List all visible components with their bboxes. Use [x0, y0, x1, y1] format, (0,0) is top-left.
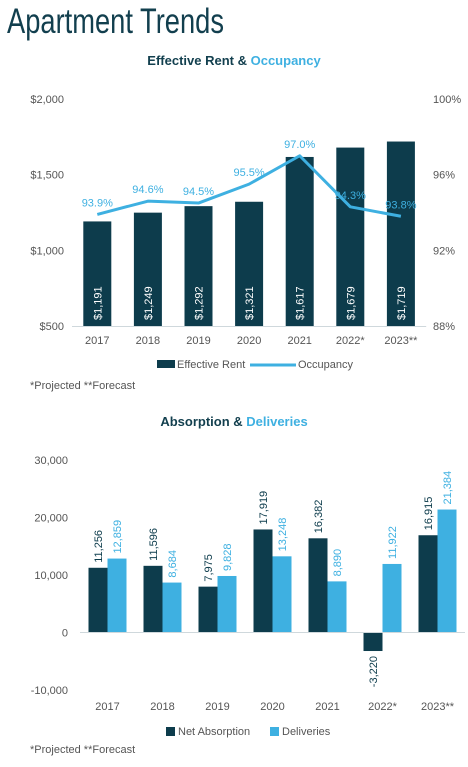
deliveries-label: 8,684	[167, 550, 179, 578]
y-tick-label: -10,000	[31, 685, 68, 697]
deliveries-label: 13,248	[277, 518, 289, 552]
rent-bar-label: $1,249	[143, 286, 155, 320]
y-left-tick-label: $1,500	[30, 170, 64, 182]
y-tick-label: 20,000	[34, 513, 68, 525]
x-tick-label: 2018	[136, 335, 160, 347]
deliveries-bar	[327, 581, 347, 633]
rent-bar	[285, 156, 314, 326]
x-tick-label: 2019	[205, 701, 229, 713]
deliveries-bar	[382, 563, 402, 633]
x-tick-label: 2019	[186, 335, 210, 347]
chart1-title-accent: Occupancy	[250, 53, 321, 68]
absorption-bar	[198, 586, 218, 633]
x-tick-label: 2023**	[421, 701, 455, 713]
rent-bar	[336, 147, 365, 326]
chart2-footnote: *Projected **Forecast	[30, 744, 136, 756]
deliveries-bar	[217, 575, 237, 633]
chart1-title: Effective Rent & Occupancy	[0, 53, 468, 68]
occupancy-label: 93.9%	[82, 197, 113, 209]
deliveries-label: 11,922	[387, 526, 399, 559]
absorption-bar	[253, 529, 273, 633]
absorption-label: 16,915	[423, 497, 435, 531]
absorption-label: -3,220	[368, 656, 380, 687]
rent-bar	[83, 221, 112, 326]
legend-label-deliveries: Deliveries	[282, 726, 331, 738]
deliveries-label: 12,859	[112, 520, 124, 554]
x-tick-label: 2017	[85, 335, 109, 347]
legend-swatch-absorption	[166, 727, 175, 736]
x-tick-label: 2018	[150, 701, 174, 713]
occupancy-label: 97.0%	[284, 139, 315, 151]
legend-label-occupancy: Occupancy	[298, 359, 354, 371]
legend-swatch-rent	[157, 360, 175, 368]
deliveries-bar	[162, 582, 182, 633]
rent-bar-label: $1,679	[345, 286, 357, 320]
absorption-bar	[143, 565, 163, 633]
y-tick-label: 10,000	[34, 570, 68, 582]
absorption-bar	[308, 538, 328, 633]
y-right-tick-label: 96%	[433, 170, 455, 182]
x-tick-label: 2022*	[336, 335, 365, 347]
occupancy-line	[96, 154, 402, 218]
deliveries-label: 8,890	[332, 549, 344, 577]
legend-label-rent: Effective Rent	[177, 359, 245, 371]
chart2-title-accent: Deliveries	[246, 414, 308, 429]
y-right-tick-label: 92%	[433, 245, 455, 257]
y-right-tick-label: 88%	[433, 321, 455, 333]
rent-bar	[386, 141, 415, 326]
absorption-bar	[363, 632, 383, 652]
chart1-title-main: Effective Rent &	[147, 53, 251, 68]
rent-bar	[184, 206, 213, 326]
rent-bar-label: $1,321	[244, 286, 256, 320]
x-tick-label: 2020	[260, 701, 284, 713]
absorption-label: 7,975	[203, 554, 215, 582]
occupancy-label: 94.3%	[335, 190, 366, 202]
rent-bar-label: $1,191	[92, 286, 104, 320]
deliveries-label: 21,384	[442, 471, 454, 505]
absorption-label: 16,382	[313, 500, 325, 534]
absorption-label: 11,256	[93, 530, 105, 563]
occupancy-label: 94.6%	[132, 184, 163, 196]
occupancy-label: 94.5%	[183, 186, 214, 198]
occupancy-label: 95.5%	[233, 167, 264, 179]
x-tick-label: 2017	[95, 701, 119, 713]
legend-label-absorption: Net Absorption	[178, 726, 250, 738]
y-tick-label: 0	[62, 628, 68, 640]
y-tick-label: 30,000	[34, 455, 68, 467]
y-left-tick-label: $1,000	[30, 245, 64, 257]
x-tick-label: 2023**	[384, 335, 418, 347]
deliveries-label: 9,828	[222, 543, 234, 571]
absorption-label: 11,596	[148, 528, 160, 561]
chart2-title-main: Absorption &	[160, 414, 247, 429]
x-tick-label: 2022*	[368, 701, 397, 713]
absorption-bar	[88, 567, 108, 633]
chart1-footnote: *Projected **Forecast	[30, 380, 136, 392]
x-tick-label: 2021	[315, 701, 339, 713]
rent-bar-label: $1,719	[396, 286, 408, 320]
occupancy-label: 93.8%	[385, 199, 416, 211]
y-left-tick-label: $500	[40, 321, 64, 333]
deliveries-bar	[272, 556, 292, 633]
rent-bar	[133, 212, 162, 326]
absorption-label: 17,919	[258, 491, 270, 525]
rent-bar-label: $1,292	[194, 286, 206, 320]
deliveries-bar	[437, 509, 457, 633]
chart2-title: Absorption & Deliveries	[0, 414, 468, 429]
page-title: Apartment Trends	[7, 2, 224, 41]
absorption-deliveries-chart: -10,000 0 10,000 20,000 30,000 11,256 11,596 7,…	[31, 455, 465, 738]
absorption-bar	[418, 535, 438, 633]
x-tick-label: 2020	[237, 335, 261, 347]
x-tick-label: 2021	[287, 335, 311, 347]
legend-swatch-deliveries	[270, 727, 279, 736]
rent-occupancy-chart: $500 $1,000 $1,500 $2,000 88% 92% 96% 100% $1,19…	[30, 94, 461, 371]
rent-bar-label: $1,617	[295, 286, 307, 320]
deliveries-bar	[107, 558, 127, 633]
y-left-tick-label: $2,000	[30, 94, 64, 106]
y-right-tick-label: 100%	[433, 94, 461, 106]
rent-bar	[235, 201, 264, 326]
